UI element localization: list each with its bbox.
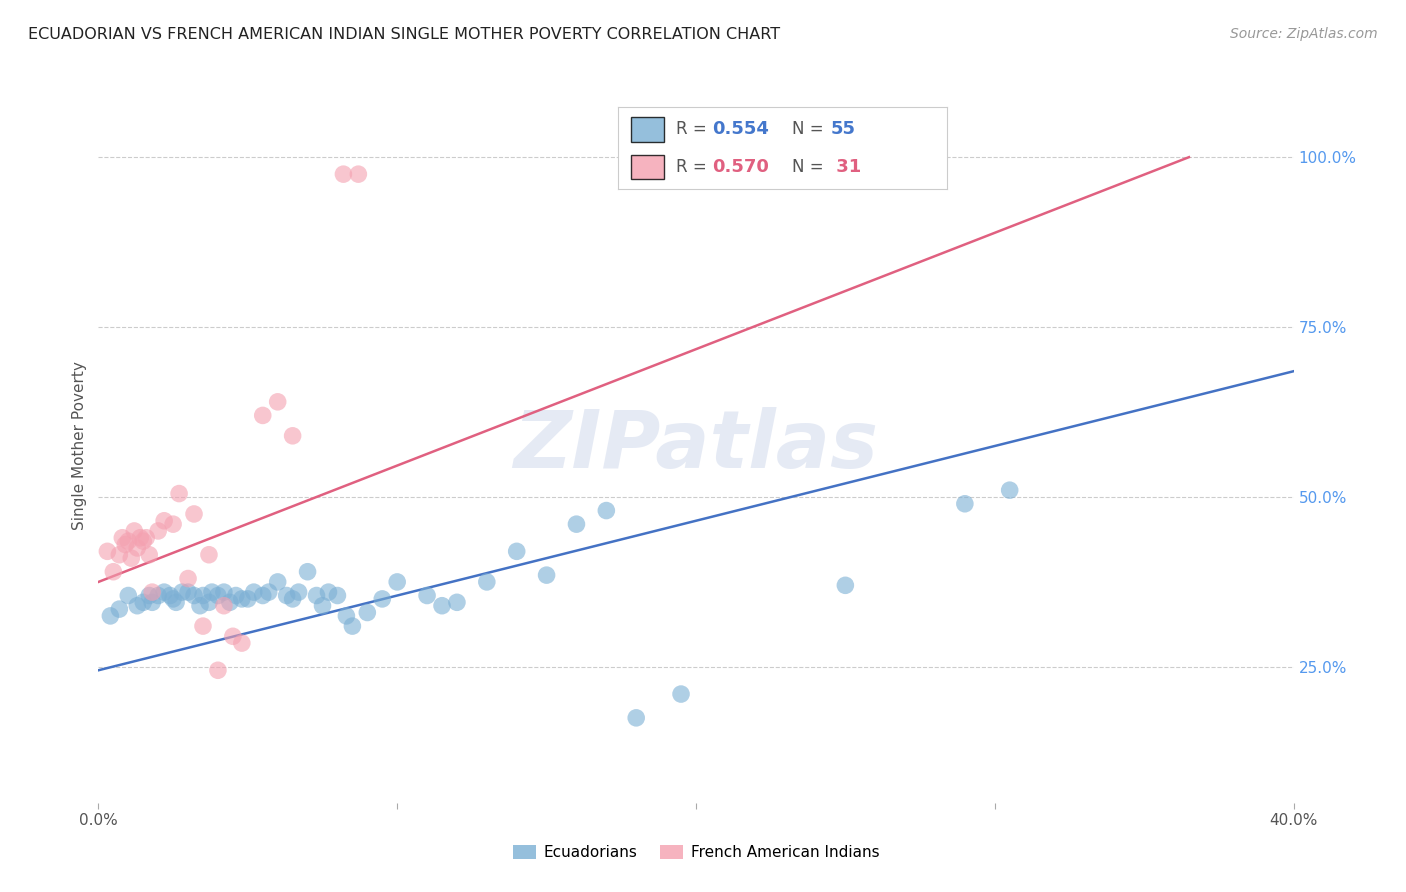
Point bbox=[416, 589, 439, 603]
Point bbox=[183, 589, 205, 603]
Point bbox=[167, 486, 190, 500]
Point bbox=[536, 568, 558, 582]
Point bbox=[267, 574, 290, 589]
Point bbox=[347, 167, 370, 181]
Point bbox=[165, 595, 187, 609]
Point bbox=[198, 595, 221, 609]
Point bbox=[565, 517, 588, 532]
Text: ECUADORIAN VS FRENCH AMERICAN INDIAN SINGLE MOTHER POVERTY CORRELATION CHART: ECUADORIAN VS FRENCH AMERICAN INDIAN SIN… bbox=[28, 27, 780, 42]
Point bbox=[172, 585, 194, 599]
Point bbox=[446, 595, 468, 609]
Point bbox=[111, 531, 134, 545]
Point bbox=[207, 589, 229, 603]
Point bbox=[162, 517, 184, 532]
Point bbox=[183, 507, 205, 521]
Point bbox=[177, 585, 200, 599]
Point bbox=[141, 585, 163, 599]
Point bbox=[332, 167, 354, 181]
Point bbox=[342, 619, 364, 633]
Point bbox=[252, 589, 274, 603]
Point bbox=[191, 589, 214, 603]
Point bbox=[100, 608, 122, 623]
Point bbox=[127, 599, 149, 613]
Text: Source: ZipAtlas.com: Source: ZipAtlas.com bbox=[1230, 27, 1378, 41]
Point bbox=[124, 524, 146, 538]
Point bbox=[117, 534, 139, 549]
Point bbox=[335, 608, 357, 623]
Y-axis label: Single Mother Poverty: Single Mother Poverty bbox=[72, 361, 87, 531]
Point bbox=[162, 591, 184, 606]
Point bbox=[231, 636, 253, 650]
Point bbox=[138, 548, 160, 562]
Point bbox=[108, 548, 131, 562]
Point bbox=[231, 591, 253, 606]
Point bbox=[212, 585, 235, 599]
Point bbox=[252, 409, 274, 423]
Point bbox=[626, 711, 648, 725]
Legend: Ecuadorians, French American Indians: Ecuadorians, French American Indians bbox=[506, 839, 886, 866]
Point bbox=[114, 537, 136, 551]
Point bbox=[953, 497, 976, 511]
Point bbox=[475, 574, 498, 589]
Point bbox=[138, 589, 160, 603]
Point bbox=[287, 585, 309, 599]
Point bbox=[281, 591, 304, 606]
Point bbox=[177, 572, 200, 586]
Point bbox=[120, 551, 142, 566]
Point bbox=[153, 585, 176, 599]
Point bbox=[281, 429, 304, 443]
Point bbox=[311, 599, 333, 613]
Point bbox=[198, 548, 221, 562]
Point bbox=[219, 595, 242, 609]
Point bbox=[103, 565, 125, 579]
Point bbox=[834, 578, 856, 592]
Point bbox=[236, 591, 259, 606]
Point bbox=[188, 599, 211, 613]
Point bbox=[267, 394, 290, 409]
Point bbox=[371, 591, 394, 606]
Point bbox=[141, 595, 163, 609]
Point bbox=[212, 599, 235, 613]
Point bbox=[153, 514, 176, 528]
Point bbox=[132, 534, 155, 549]
Point bbox=[191, 619, 214, 633]
Point bbox=[201, 585, 224, 599]
Point bbox=[506, 544, 529, 558]
Point bbox=[430, 599, 453, 613]
Point bbox=[595, 503, 617, 517]
Point bbox=[108, 602, 131, 616]
Point bbox=[276, 589, 298, 603]
Point bbox=[318, 585, 340, 599]
Text: ZIPatlas: ZIPatlas bbox=[513, 407, 879, 485]
Point bbox=[297, 565, 319, 579]
Point bbox=[148, 589, 170, 603]
Point bbox=[222, 629, 245, 643]
Point bbox=[385, 574, 409, 589]
Point bbox=[305, 589, 328, 603]
Point bbox=[207, 663, 229, 677]
Point bbox=[257, 585, 280, 599]
Point bbox=[998, 483, 1021, 498]
Point bbox=[129, 531, 152, 545]
Point bbox=[243, 585, 266, 599]
Point bbox=[132, 595, 155, 609]
Point bbox=[135, 531, 157, 545]
Point bbox=[117, 589, 139, 603]
Point bbox=[96, 544, 118, 558]
Point bbox=[225, 589, 247, 603]
Point bbox=[356, 606, 378, 620]
Point bbox=[159, 589, 181, 603]
Point bbox=[669, 687, 692, 701]
Point bbox=[148, 524, 170, 538]
Point bbox=[326, 589, 349, 603]
Point bbox=[127, 541, 149, 555]
